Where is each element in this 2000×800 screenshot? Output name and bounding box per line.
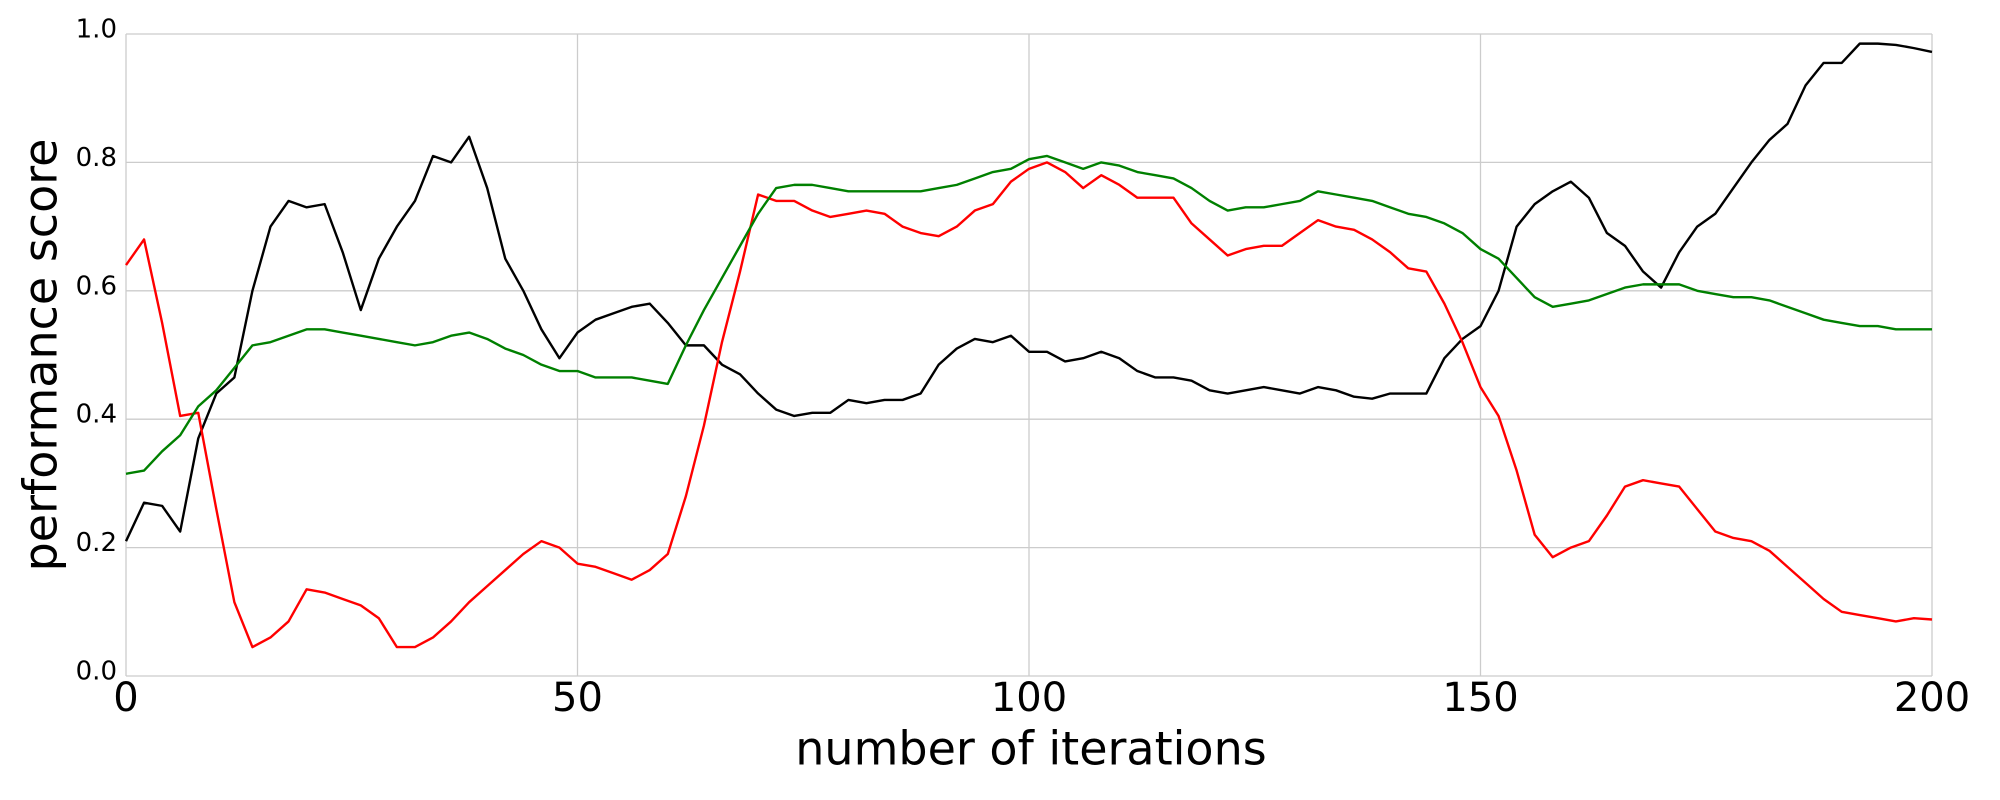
x-tick-label: 150: [1442, 675, 1518, 721]
data-line: [124, 42, 1933, 542]
y-tick-label: 0.6: [76, 271, 117, 301]
data-line: [125, 161, 1933, 649]
x-tick-label: 100: [991, 675, 1067, 721]
y-tick-label: 0.0: [76, 657, 117, 687]
x-tick-label: 50: [552, 675, 603, 721]
x-tick-label: 0: [113, 675, 138, 721]
x-tick-label: 200: [1894, 675, 1970, 721]
y-tick-label: 1.0: [76, 15, 117, 45]
y-tick-label: 0.8: [76, 143, 117, 173]
y-tick-label: 0.2: [76, 528, 117, 558]
data-line: [125, 154, 1932, 475]
x-axis-label: number of iterations: [795, 722, 1266, 776]
y-axis-label: performance score: [14, 139, 68, 572]
y-tick-label: 0.4: [76, 400, 117, 430]
